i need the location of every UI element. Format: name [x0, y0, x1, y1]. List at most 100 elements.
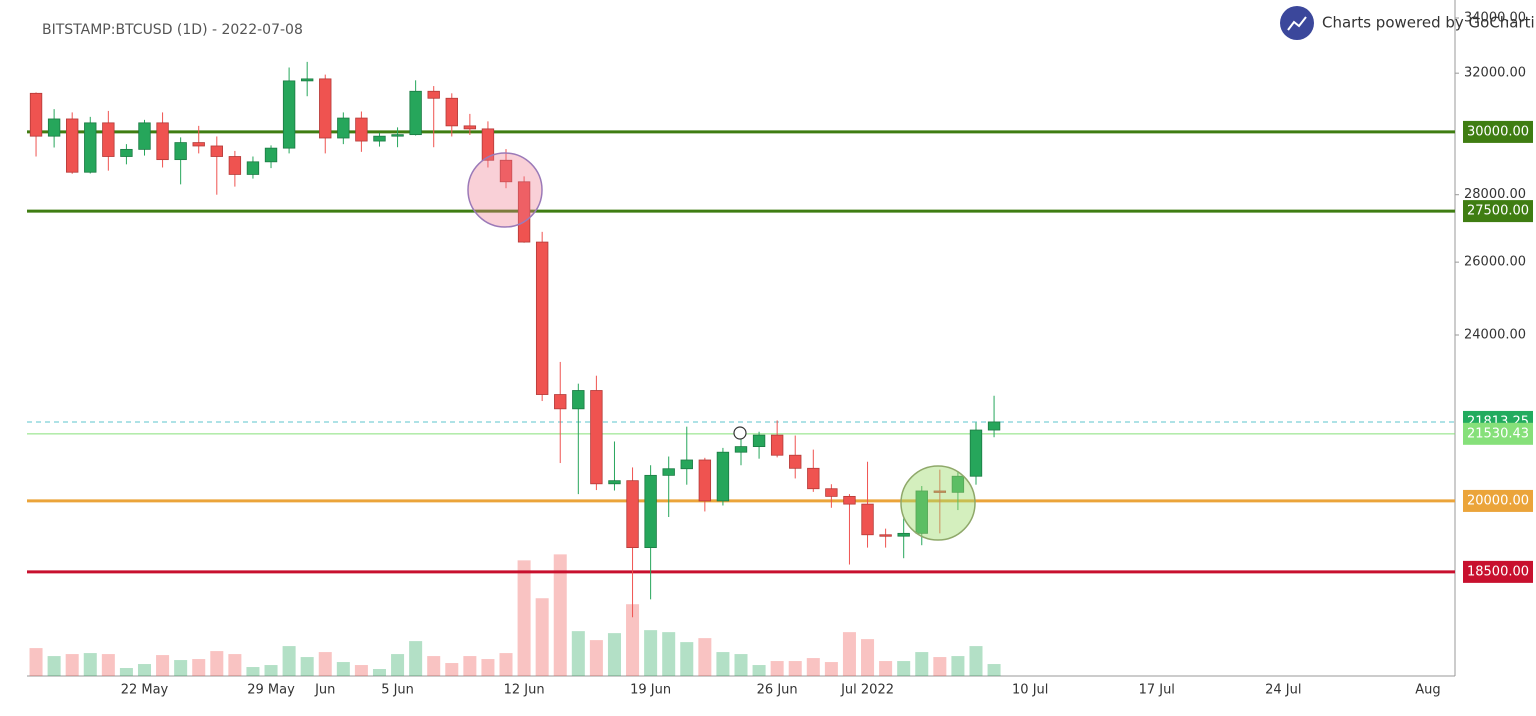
level-label: 21530.43 [1467, 426, 1529, 441]
candle-body [590, 390, 603, 485]
x-tick-label: 22 May [121, 683, 169, 698]
candle-body [644, 474, 657, 549]
volume-bar [137, 664, 152, 676]
candle-body [517, 181, 531, 243]
volume-bar [716, 652, 730, 676]
volume-bar [734, 654, 748, 676]
volume-bar [119, 668, 133, 676]
volume-bar [318, 652, 332, 676]
candle-body [716, 451, 730, 502]
candle-body [373, 135, 386, 142]
candle-body [554, 394, 567, 410]
volume-bar [933, 657, 947, 676]
volume-bar [47, 656, 61, 676]
candle-body [969, 429, 983, 477]
volume-bar [535, 598, 549, 676]
volume-bar [445, 663, 459, 676]
volume-bar [517, 560, 531, 676]
volume-bar [372, 669, 386, 676]
candle-body [355, 117, 368, 142]
volume-bar [228, 654, 242, 676]
candle-body [391, 134, 404, 137]
candle-body [915, 490, 928, 534]
x-tick-label: 24 Jul [1265, 683, 1301, 698]
candle-body [66, 118, 79, 173]
volume-bar [553, 554, 567, 676]
level-label-box [1463, 422, 1533, 445]
volume-bar [481, 659, 495, 676]
candle-body [337, 117, 350, 139]
volume-bar [861, 639, 875, 676]
x-tick-label: Jun [314, 683, 335, 698]
candle-body [680, 459, 693, 470]
candle-body [138, 122, 151, 150]
volume-bar [354, 665, 368, 676]
volume-bar [897, 661, 911, 676]
candle-body [409, 90, 422, 136]
candle-body [933, 490, 947, 493]
candle-body [47, 118, 61, 137]
level-label-box [1463, 120, 1533, 143]
y-tick-label: 32000.00 [1464, 66, 1526, 81]
y-tick-label: 34000.00 [1464, 11, 1526, 26]
candle-body [789, 454, 802, 469]
volume-bar [83, 653, 97, 676]
volume-bar [842, 632, 856, 676]
candle-body [174, 142, 187, 161]
volume-bar [391, 654, 405, 676]
candle-body [300, 78, 314, 82]
candle-body [120, 148, 133, 157]
x-tick-label: 17 Jul [1139, 683, 1175, 698]
level-label: 30000.00 [1467, 124, 1529, 139]
candle-body [861, 503, 874, 536]
x-tick-label: 26 Jun [757, 683, 798, 698]
x-tick-label: 5 Jun [381, 683, 414, 698]
candle-body [481, 128, 495, 161]
volume-bar [824, 662, 838, 676]
candle-body [843, 495, 856, 505]
candle-body [987, 421, 1001, 431]
volume-bar [336, 662, 350, 676]
highlight-circle [467, 152, 543, 228]
candle-body [282, 80, 296, 149]
level-label: 20000.00 [1467, 493, 1529, 508]
y-tick-label: 24000.00 [1464, 327, 1526, 342]
level-label: 27500.00 [1467, 204, 1529, 219]
volume-bar [589, 640, 603, 676]
volume-bar [264, 665, 278, 676]
candle-body [192, 142, 205, 147]
candle-body [752, 434, 766, 448]
candle-body [84, 122, 97, 173]
candle-body [156, 122, 169, 161]
candle-body [499, 159, 513, 183]
badge-icon [1280, 6, 1314, 40]
highlight-circle [900, 465, 976, 541]
level-label-box [1463, 489, 1533, 512]
volume-bar [806, 658, 820, 676]
volume-bar [282, 646, 296, 676]
level-label: 18500.00 [1467, 564, 1529, 579]
volume-bar [29, 648, 43, 676]
candle-body [608, 480, 621, 485]
volume-bar [300, 657, 314, 676]
candle-body [770, 434, 784, 456]
candle-body [626, 480, 639, 549]
volume-bar [951, 656, 965, 676]
x-tick-label: Jul 2022 [840, 683, 894, 698]
volume-bar [65, 654, 79, 676]
badge-text: Charts powered by GoCharting [1322, 14, 1536, 32]
volume-bar [680, 642, 694, 676]
candle-body [535, 241, 549, 395]
volume-bar [607, 633, 621, 676]
candle-body [264, 147, 278, 163]
candle-body [319, 78, 332, 139]
volume-bar [770, 661, 784, 676]
volume-bar [571, 631, 585, 676]
candle-body [246, 161, 260, 175]
volume-bar [626, 604, 640, 676]
volume-bar [662, 632, 676, 676]
candle-body [102, 122, 115, 157]
volume-bar [499, 653, 513, 676]
x-tick-label: 19 Jun [630, 683, 671, 698]
